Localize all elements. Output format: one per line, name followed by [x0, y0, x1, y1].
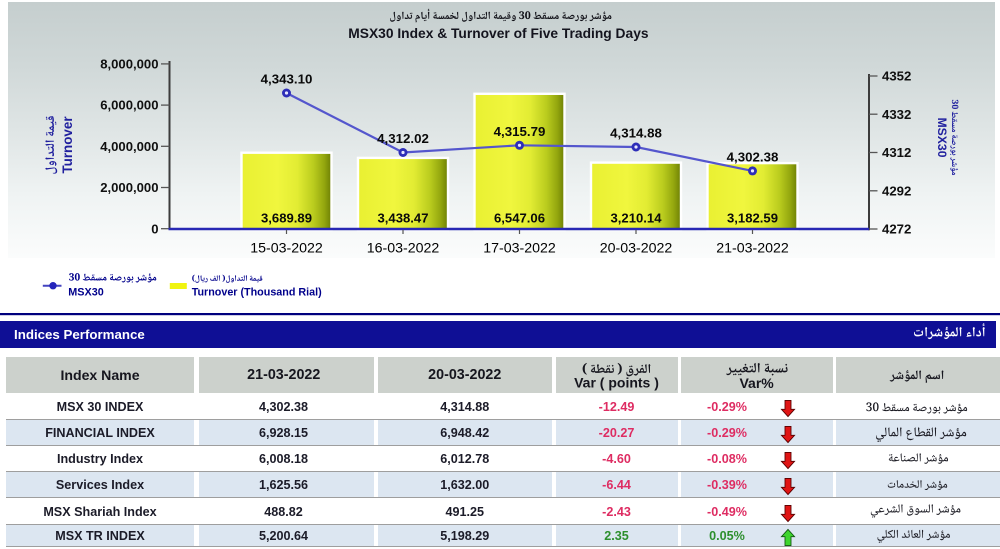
svg-text:8,000,000: 8,000,000: [100, 57, 158, 72]
svg-text:4,302.38: 4,302.38: [727, 149, 779, 164]
svg-text:Turnover: Turnover: [60, 116, 75, 174]
svg-text:MSX30: MSX30: [935, 118, 949, 158]
svg-text:3,182.59: 3,182.59: [727, 211, 778, 226]
svg-text:4,314.88: 4,314.88: [610, 126, 662, 141]
svg-text:Var%: Var%: [739, 375, 774, 391]
svg-text:4332: 4332: [882, 107, 911, 122]
svg-text:3,689.89: 3,689.89: [261, 211, 312, 226]
svg-text:4,000,000: 4,000,000: [100, 139, 158, 154]
svg-text:6,000,000: 6,000,000: [100, 98, 158, 113]
svg-text:16-03-2022: 16-03-2022: [367, 241, 440, 257]
svg-text:20-03-2022: 20-03-2022: [600, 241, 673, 257]
svg-text:MSX30 Index & Turnover of Five: MSX30 Index & Turnover of Five Trading D…: [348, 26, 649, 41]
svg-text:21-03-2022: 21-03-2022: [716, 241, 789, 257]
svg-text:Var ( points ): Var ( points ): [574, 374, 659, 390]
svg-text:4,343.10: 4,343.10: [261, 72, 313, 87]
svg-text:17-03-2022: 17-03-2022: [483, 241, 556, 257]
svg-text:MSX30: MSX30: [68, 286, 103, 298]
svg-text:4,315.79: 4,315.79: [494, 124, 546, 139]
svg-text:15-03-2022: 15-03-2022: [250, 241, 323, 257]
svg-text:4312: 4312: [882, 145, 911, 160]
svg-text:6,547.06: 6,547.06: [494, 211, 545, 226]
svg-text:3,210.14: 3,210.14: [611, 211, 663, 226]
svg-text:Turnover (Thousand Rial): Turnover (Thousand Rial): [192, 286, 322, 298]
svg-text:2,000,000: 2,000,000: [100, 180, 158, 195]
svg-text:4272: 4272: [882, 222, 911, 237]
svg-text:4352: 4352: [882, 69, 911, 84]
svg-text:3,438.47: 3,438.47: [378, 211, 429, 226]
svg-text:4292: 4292: [882, 183, 911, 198]
svg-text:4,312.02: 4,312.02: [377, 131, 429, 146]
svg-text:0: 0: [151, 221, 158, 236]
